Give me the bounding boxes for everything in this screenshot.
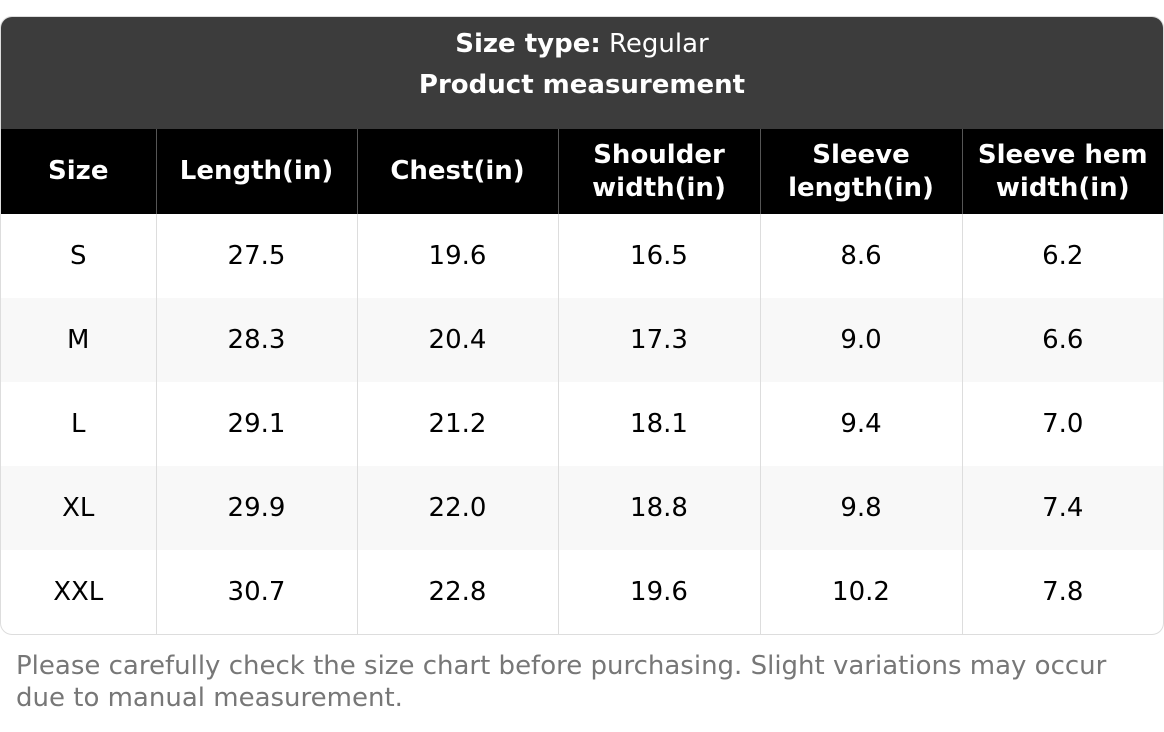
table-cell: 9.0 — [759, 298, 962, 382]
size-type-value: Regular — [609, 29, 709, 59]
table-cell: 10.2 — [759, 550, 962, 634]
table-head: Size Length(in) Chest(in) Shoulder width(in… — [1, 129, 1163, 214]
table-cell: 27.5 — [155, 214, 357, 298]
column-header: Sleeve length(in) — [759, 129, 962, 214]
table-cell: 16.5 — [557, 214, 760, 298]
header-row: Size Length(in) Chest(in) Shoulder width(in… — [1, 129, 1163, 214]
table-cell: 6.6 — [961, 298, 1163, 382]
chart-header: Size type: Regular Product measurement — [1, 17, 1163, 129]
table-cell: XL — [1, 466, 156, 550]
column-header: Chest(in) — [356, 129, 558, 214]
table-cell: 6.2 — [961, 214, 1163, 298]
size-type-label: Size type: — [455, 29, 601, 59]
table-cell: 22.0 — [356, 466, 558, 550]
table-cell: 19.6 — [557, 550, 760, 634]
table-cell: 21.2 — [356, 382, 558, 466]
table-body: S 27.5 19.6 16.5 8.6 6.2 M 28.3 20.4 17.3 9.0 6.6 L 2… — [1, 214, 1163, 634]
table-cell: 7.4 — [961, 466, 1163, 550]
table-row: S 27.5 19.6 16.5 8.6 6.2 — [1, 214, 1163, 298]
table-cell: 29.9 — [155, 466, 357, 550]
table-row: M 28.3 20.4 17.3 9.0 6.6 — [1, 298, 1163, 382]
table-cell: S — [69, 241, 87, 271]
disclaimer-note: Please carefully check the size chart be… — [16, 651, 1107, 713]
table-cell: 7.8 — [961, 550, 1163, 634]
table-cell: 18.8 — [557, 466, 760, 550]
table-cell: L — [71, 409, 86, 439]
table-cell: XXL — [53, 577, 104, 607]
table-cell: 30.7 — [155, 550, 357, 634]
table-cell: 9.8 — [759, 466, 962, 550]
size-chart-card: Size type: Regular Product measurement S… — [0, 16, 1164, 635]
table-cell: 9.4 — [759, 382, 962, 466]
column-header: Sleeve hem width(in) — [961, 129, 1163, 214]
table-cell: 20.4 — [356, 298, 558, 382]
table-cell: 19.6 — [356, 214, 558, 298]
table-cell: 29.1 — [155, 382, 357, 466]
table-row: XL 29.9 22.0 18.8 9.8 7.4 — [1, 466, 1163, 550]
table-row: L 29.1 21.2 18.1 9.4 7.0 — [1, 382, 1163, 466]
table-cell: 18.1 — [557, 382, 760, 466]
column-header: Size — [1, 129, 156, 214]
size-type-line: Size type: Regular — [1, 17, 1163, 63]
table-cell: 8.6 — [759, 214, 962, 298]
table-cell: 17.3 — [557, 298, 760, 382]
table-cell: 22.8 — [356, 550, 558, 634]
column-header: Shoulder width(in) — [557, 129, 760, 214]
table-cell: M — [1, 298, 156, 382]
table-row: XXL 30.7 22.8 19.6 10.2 7.8 — [1, 550, 1163, 634]
chart-title: Product measurement — [418, 70, 746, 100]
column-header: Length(in) — [155, 129, 357, 214]
table-cell: 7.0 — [961, 382, 1163, 466]
table-cell: 28.3 — [155, 298, 357, 382]
size-table: Size Length(in) Chest(in) Shoulder width(in… — [1, 129, 1163, 634]
